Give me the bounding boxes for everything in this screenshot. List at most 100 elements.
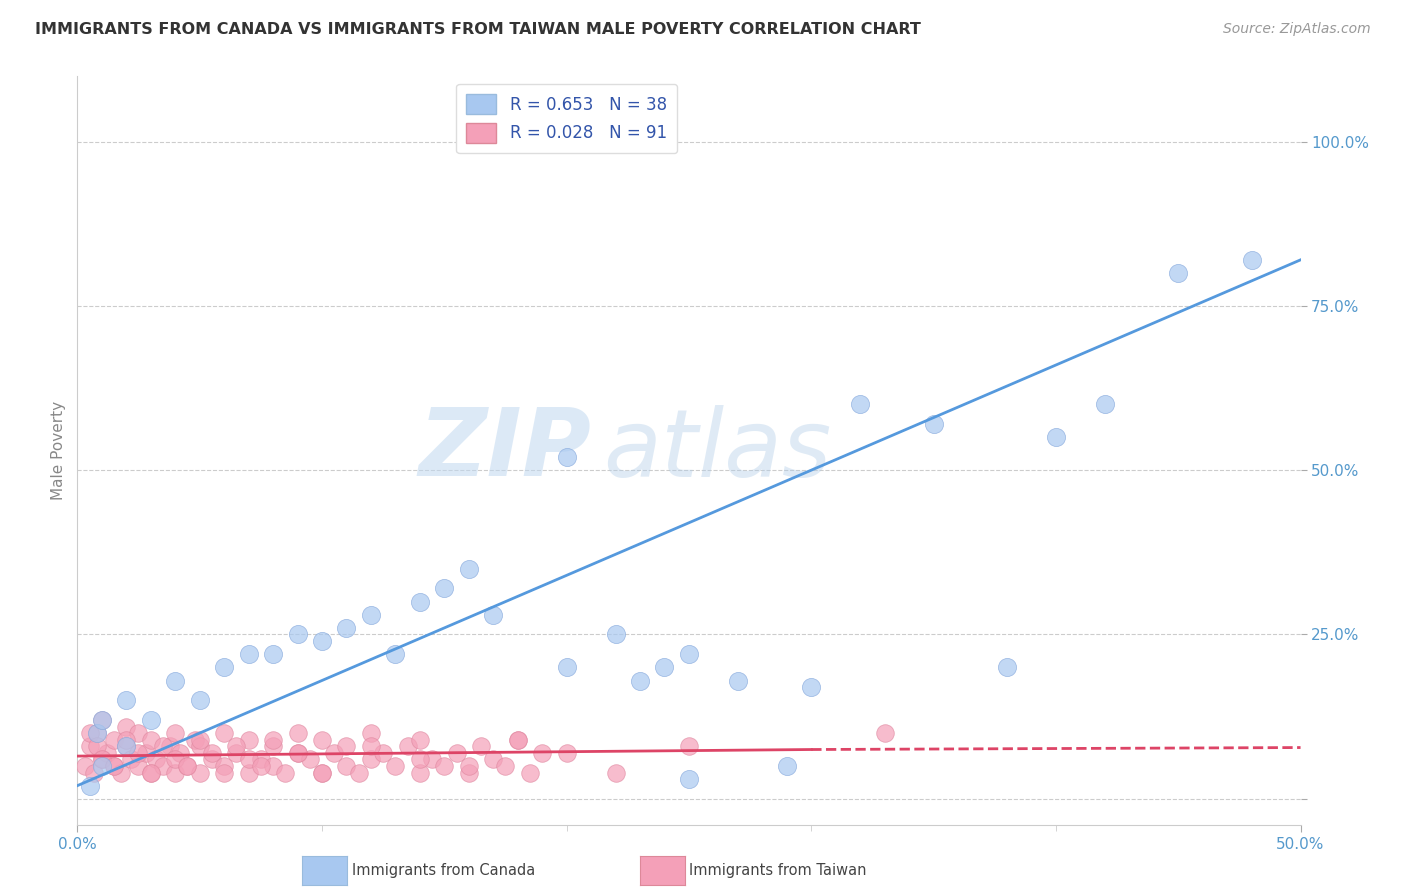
Point	[165, 673, 187, 688]
Point	[188, 765, 211, 780]
Point	[482, 607, 505, 622]
Point	[457, 562, 479, 576]
Point	[433, 582, 456, 596]
Point	[188, 693, 211, 707]
Point	[103, 759, 125, 773]
Point	[262, 732, 284, 747]
Point	[165, 765, 187, 780]
Point	[495, 759, 517, 773]
Point	[73, 759, 96, 773]
Point	[605, 765, 627, 780]
Point	[360, 739, 382, 754]
Point	[250, 752, 273, 766]
Point	[849, 397, 872, 411]
Point	[457, 765, 479, 780]
Point	[103, 759, 125, 773]
Point	[165, 752, 187, 766]
Point	[176, 759, 198, 773]
Point	[311, 732, 333, 747]
Point	[409, 765, 432, 780]
Point	[115, 739, 138, 754]
Point	[776, 759, 799, 773]
Point	[103, 732, 125, 747]
Point	[287, 746, 309, 760]
Text: Immigrants from Canada: Immigrants from Canada	[352, 863, 534, 878]
Point	[250, 759, 273, 773]
Point	[90, 713, 112, 727]
Point	[873, 726, 896, 740]
Point	[152, 759, 174, 773]
Point	[506, 732, 529, 747]
Point	[176, 759, 198, 773]
Point	[555, 450, 578, 464]
Point	[409, 732, 432, 747]
Point	[1167, 266, 1189, 280]
Point	[212, 759, 235, 773]
Point	[519, 765, 541, 780]
Point	[115, 719, 138, 733]
Point	[90, 713, 112, 727]
Point	[323, 746, 346, 760]
Point	[152, 739, 174, 754]
Point	[457, 759, 479, 773]
Point	[287, 726, 309, 740]
Point	[79, 739, 101, 754]
Point	[135, 746, 157, 760]
Point	[225, 746, 247, 760]
Point	[654, 660, 676, 674]
Point	[396, 739, 419, 754]
Point	[409, 752, 432, 766]
Point	[127, 746, 149, 760]
Point	[335, 739, 357, 754]
Point	[287, 746, 309, 760]
Point	[212, 726, 235, 740]
Point	[90, 752, 112, 766]
Point	[127, 726, 149, 740]
Point	[1045, 430, 1067, 444]
Point	[298, 752, 321, 766]
Point	[238, 765, 260, 780]
Point	[531, 746, 554, 760]
Text: Immigrants from Taiwan: Immigrants from Taiwan	[689, 863, 866, 878]
Point	[311, 765, 333, 780]
Point	[225, 739, 247, 754]
Point	[83, 765, 105, 780]
Point	[678, 739, 700, 754]
Point	[110, 765, 132, 780]
Point	[311, 765, 333, 780]
Point	[506, 732, 529, 747]
Point	[201, 746, 224, 760]
Point	[238, 647, 260, 661]
Point	[262, 759, 284, 773]
Point	[115, 732, 138, 747]
Point	[86, 726, 108, 740]
Point	[90, 752, 112, 766]
Point	[212, 765, 235, 780]
Point	[995, 660, 1018, 674]
Point	[212, 660, 235, 674]
Point	[470, 739, 492, 754]
Point	[446, 746, 468, 760]
Point	[169, 746, 191, 760]
Point	[79, 726, 101, 740]
Point	[360, 607, 382, 622]
Point	[139, 765, 162, 780]
Point	[1240, 252, 1263, 267]
Point	[384, 647, 406, 661]
Point	[90, 759, 112, 773]
Point	[139, 713, 162, 727]
Point	[262, 647, 284, 661]
Text: Source: ZipAtlas.com: Source: ZipAtlas.com	[1223, 22, 1371, 37]
Text: atlas: atlas	[603, 405, 831, 496]
Point	[159, 739, 181, 754]
Point	[184, 732, 207, 747]
Point	[360, 752, 382, 766]
Point	[922, 417, 945, 432]
Y-axis label: Male Poverty: Male Poverty	[51, 401, 66, 500]
Point	[335, 759, 357, 773]
Point	[79, 779, 101, 793]
Point	[482, 752, 505, 766]
Point	[335, 621, 357, 635]
Point	[420, 752, 443, 766]
Point	[727, 673, 749, 688]
